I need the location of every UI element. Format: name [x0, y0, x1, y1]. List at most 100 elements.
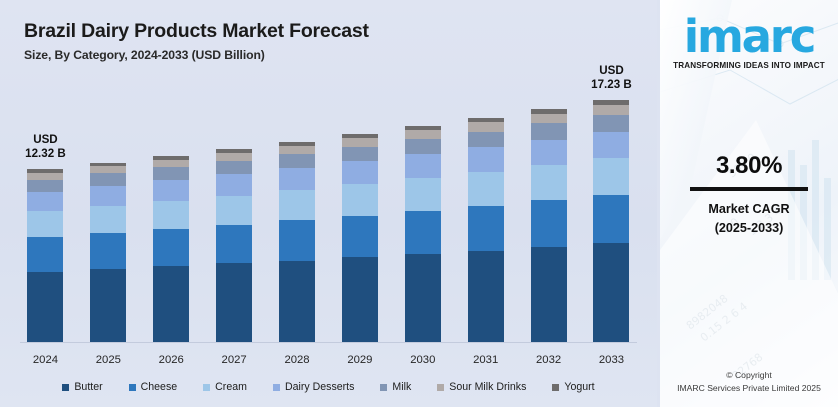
bar-segment-yogurt[interactable]: [216, 149, 253, 154]
bar-segment-cheese[interactable]: [593, 194, 630, 244]
bar-segment-butter[interactable]: [530, 247, 567, 343]
bar-segment-milk[interactable]: [593, 114, 630, 132]
stacked-bar[interactable]: [593, 100, 630, 343]
bar-column[interactable]: [454, 62, 517, 343]
bar-segment-milk[interactable]: [216, 160, 253, 175]
bar-segment-cream[interactable]: [27, 210, 64, 237]
bar-segment-sour-milk-drinks[interactable]: [593, 104, 630, 115]
bar-segment-cheese[interactable]: [467, 205, 504, 251]
bar-segment-butter[interactable]: [27, 271, 64, 343]
bar-segment-butter[interactable]: [341, 257, 378, 343]
bar-segment-cream[interactable]: [90, 206, 127, 234]
stacked-bar[interactable]: [216, 149, 253, 343]
bar-segment-butter[interactable]: [90, 269, 127, 343]
bar-column[interactable]: [391, 62, 454, 343]
bar-segment-yogurt[interactable]: [90, 162, 127, 167]
bar-segment-dairy-desserts[interactable]: [216, 174, 253, 196]
stacked-bar[interactable]: [27, 169, 64, 343]
bar-segment-dairy-desserts[interactable]: [593, 131, 630, 159]
bar-segment-yogurt[interactable]: [153, 156, 190, 160]
bar-column[interactable]: [517, 62, 580, 343]
legend-item-milk[interactable]: Milk: [380, 381, 411, 393]
stacked-bar[interactable]: [279, 141, 315, 343]
legend-label: Cheese: [140, 381, 178, 393]
bar-segment-dairy-desserts[interactable]: [404, 154, 441, 179]
bar-segment-cheese[interactable]: [90, 233, 127, 270]
bar-segment-dairy-desserts[interactable]: [279, 167, 315, 190]
bar-segment-yogurt[interactable]: [467, 117, 504, 123]
bar-segment-cream[interactable]: [467, 172, 504, 206]
stacked-bar[interactable]: [153, 156, 190, 343]
x-axis-labels: 2024 2025 2026 2027 2028 2029 2030 2031 2032 2033: [14, 349, 643, 371]
bar-segment-butter[interactable]: [279, 260, 315, 343]
bar-column[interactable]: USD 12.32 B: [14, 62, 77, 343]
bar-segment-cheese[interactable]: [27, 236, 64, 272]
bar-segment-cheese[interactable]: [404, 210, 441, 255]
bar-segment-milk[interactable]: [530, 123, 567, 140]
bar-segment-cream[interactable]: [216, 195, 253, 225]
stacked-bar[interactable]: [90, 162, 127, 343]
bar-segment-cream[interactable]: [404, 178, 441, 211]
stacked-bar[interactable]: [467, 117, 504, 343]
bar-segment-butter[interactable]: [404, 254, 441, 343]
bar-segment-milk[interactable]: [341, 146, 378, 162]
stacked-bar[interactable]: [530, 109, 567, 343]
bar-segment-yogurt[interactable]: [593, 100, 630, 105]
bar-segment-dairy-desserts[interactable]: [153, 180, 190, 201]
bar-segment-yogurt[interactable]: [279, 141, 315, 146]
bar-segment-cream[interactable]: [341, 184, 378, 216]
legend-item-cheese[interactable]: Cheese: [128, 381, 178, 393]
stacked-bar[interactable]: [404, 126, 441, 343]
stacked-bar[interactable]: [341, 134, 378, 343]
cagr-block: 3.80% Market CAGR (2025-2033): [660, 152, 838, 238]
bar-segment-yogurt[interactable]: [404, 126, 441, 131]
bar-segment-cream[interactable]: [530, 165, 567, 201]
bar-column[interactable]: [328, 62, 391, 343]
bar-segment-yogurt[interactable]: [27, 169, 64, 173]
bar-segment-yogurt[interactable]: [341, 134, 378, 139]
bar-segment-cheese[interactable]: [279, 220, 315, 261]
bar-column[interactable]: [266, 62, 329, 343]
bar-segment-sour-milk-drinks[interactable]: [341, 138, 378, 147]
bar-segment-butter[interactable]: [153, 266, 190, 343]
bar-segment-sour-milk-drinks[interactable]: [216, 153, 253, 161]
bar-segment-milk[interactable]: [404, 139, 441, 155]
bar-segment-dairy-desserts[interactable]: [341, 161, 378, 185]
bar-segment-milk[interactable]: [279, 153, 315, 168]
legend-item-sour-milk-drinks[interactable]: Sour Milk Drinks: [437, 381, 526, 393]
bar-segment-butter[interactable]: [216, 263, 253, 343]
legend-item-cream[interactable]: Cream: [203, 381, 247, 393]
bar-column[interactable]: [77, 62, 140, 343]
bar-segment-milk[interactable]: [467, 131, 504, 148]
bar-segment-cream[interactable]: [153, 200, 190, 229]
bar-segment-dairy-desserts[interactable]: [467, 147, 504, 173]
bar-segment-sour-milk-drinks[interactable]: [27, 172, 64, 180]
bar-segment-yogurt[interactable]: [530, 109, 567, 114]
bar-segment-sour-milk-drinks[interactable]: [404, 130, 441, 140]
bar-segment-sour-milk-drinks[interactable]: [279, 145, 315, 154]
bar-segment-cheese[interactable]: [530, 200, 567, 248]
bar-segment-cream[interactable]: [279, 190, 315, 221]
bar-segment-milk[interactable]: [90, 173, 127, 187]
bar-segment-cream[interactable]: [593, 158, 630, 195]
bar-segment-sour-milk-drinks[interactable]: [530, 113, 567, 124]
bar-column[interactable]: [140, 62, 203, 343]
legend-item-dairy-desserts[interactable]: Dairy Desserts: [272, 381, 354, 393]
bar-column[interactable]: [203, 62, 266, 343]
legend-item-yogurt[interactable]: Yogurt: [552, 381, 595, 393]
bar-segment-dairy-desserts[interactable]: [530, 139, 567, 166]
bar-segment-butter[interactable]: [593, 243, 630, 343]
bar-segment-cheese[interactable]: [341, 215, 378, 258]
bar-column[interactable]: USD 17.23 B: [580, 62, 643, 343]
bar-segment-milk[interactable]: [27, 179, 64, 192]
bar-segment-sour-milk-drinks[interactable]: [467, 122, 504, 132]
bar-segment-butter[interactable]: [467, 250, 504, 343]
bar-segment-sour-milk-drinks[interactable]: [90, 166, 127, 174]
legend-item-butter[interactable]: Butter: [62, 381, 103, 393]
bar-segment-cheese[interactable]: [153, 228, 190, 267]
bar-segment-milk[interactable]: [153, 167, 190, 181]
bar-segment-dairy-desserts[interactable]: [27, 191, 64, 211]
bar-segment-dairy-desserts[interactable]: [90, 186, 127, 207]
bar-segment-sour-milk-drinks[interactable]: [153, 159, 190, 168]
bar-segment-cheese[interactable]: [216, 224, 253, 264]
